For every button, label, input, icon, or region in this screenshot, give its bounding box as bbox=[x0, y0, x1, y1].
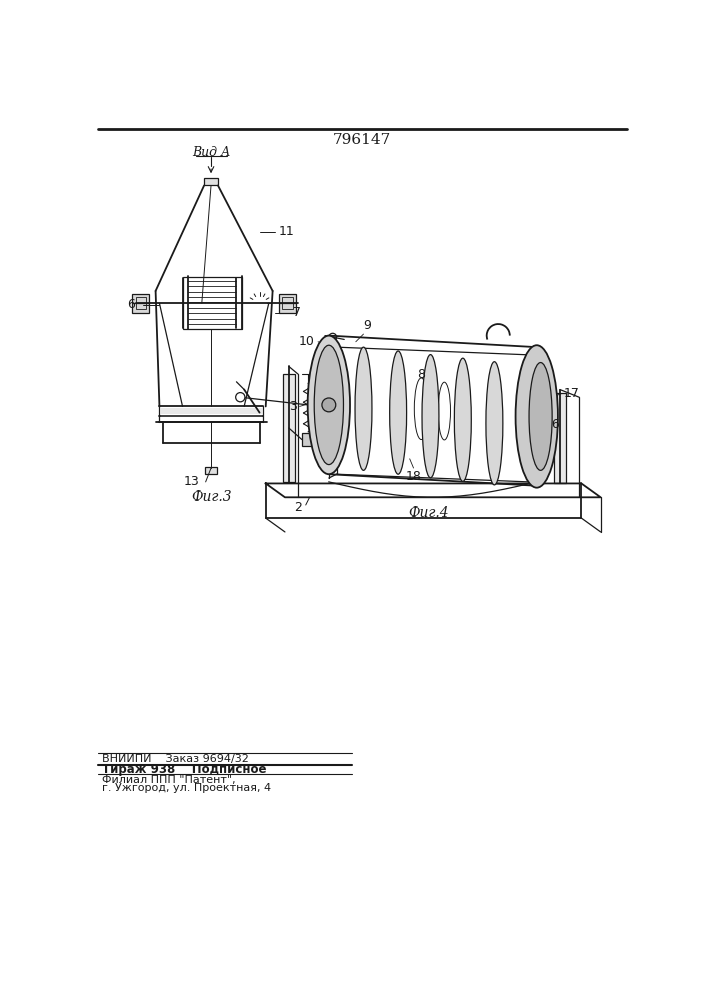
Text: Фиг.4: Фиг.4 bbox=[409, 506, 449, 520]
Ellipse shape bbox=[422, 355, 439, 478]
Ellipse shape bbox=[355, 347, 372, 470]
Text: 796147: 796147 bbox=[333, 133, 391, 147]
Text: Филиал ППП "Патент",: Филиал ППП "Патент", bbox=[102, 775, 235, 785]
Bar bbox=[302, 433, 314, 446]
Ellipse shape bbox=[529, 363, 552, 470]
Text: Вид А: Вид А bbox=[192, 146, 230, 159]
Bar bbox=[182, 277, 242, 329]
Text: 9: 9 bbox=[363, 319, 371, 332]
Ellipse shape bbox=[390, 351, 407, 474]
Text: 16: 16 bbox=[544, 418, 560, 431]
Bar bbox=[132, 294, 149, 312]
Circle shape bbox=[235, 393, 245, 402]
Bar bbox=[282, 297, 293, 309]
Text: 10: 10 bbox=[299, 335, 315, 348]
Bar bbox=[204, 178, 218, 185]
Bar bbox=[279, 294, 296, 312]
Ellipse shape bbox=[486, 362, 503, 485]
Text: 3: 3 bbox=[288, 400, 296, 413]
Polygon shape bbox=[554, 393, 566, 483]
Text: г. Ужгород, ул. Проектная, 4: г. Ужгород, ул. Проектная, 4 bbox=[102, 783, 271, 793]
Ellipse shape bbox=[314, 345, 344, 465]
Text: Фиг.3: Фиг.3 bbox=[192, 490, 232, 504]
Bar bbox=[205, 466, 217, 474]
Text: 8: 8 bbox=[417, 368, 425, 381]
Text: Тираж 938    Подписное: Тираж 938 Подписное bbox=[102, 763, 267, 776]
Text: 6: 6 bbox=[127, 298, 135, 311]
Polygon shape bbox=[283, 374, 295, 482]
Text: 13: 13 bbox=[184, 475, 199, 488]
Ellipse shape bbox=[322, 398, 336, 412]
Text: 2: 2 bbox=[294, 501, 302, 514]
Ellipse shape bbox=[515, 345, 558, 488]
Text: 11: 11 bbox=[279, 225, 295, 238]
Text: ВНИИПИ    Заказ 9694/32: ВНИИПИ Заказ 9694/32 bbox=[102, 754, 249, 764]
Ellipse shape bbox=[308, 336, 350, 474]
Bar bbox=[136, 297, 146, 309]
Text: 18: 18 bbox=[406, 470, 421, 483]
Text: 17: 17 bbox=[563, 387, 580, 400]
Ellipse shape bbox=[455, 358, 472, 481]
Text: 7: 7 bbox=[293, 306, 301, 319]
